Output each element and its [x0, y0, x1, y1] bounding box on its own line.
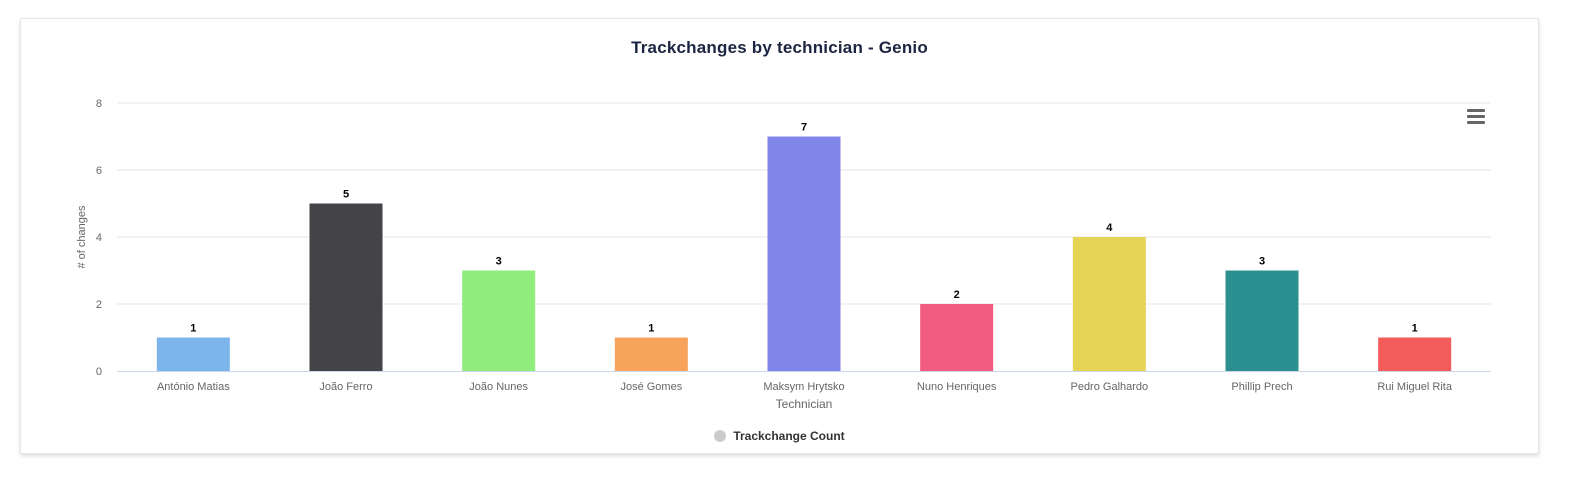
- data-label: 4: [1106, 222, 1113, 234]
- x-tick-label: Rui Miguel Rita: [1377, 381, 1452, 393]
- x-tick-label: Maksym Hrytsko: [763, 381, 844, 393]
- x-tick-label: Pedro Galhardo: [1070, 381, 1148, 393]
- data-label: 5: [343, 189, 349, 201]
- legend-marker: [714, 430, 727, 442]
- y-tick-label: 8: [96, 98, 102, 110]
- bar: [1225, 270, 1299, 371]
- legend-item[interactable]: Trackchange Count: [21, 429, 1538, 443]
- data-label: 3: [496, 256, 502, 268]
- data-label: 3: [1259, 256, 1265, 268]
- x-tick-label: José Gomes: [620, 381, 682, 393]
- hamburger-menu-icon[interactable]: [1464, 105, 1488, 127]
- data-label: 1: [1412, 323, 1418, 335]
- bar: [767, 136, 841, 371]
- y-axis-title: # of changes: [76, 205, 88, 268]
- legend-label: Trackchange Count: [733, 429, 845, 443]
- bar-chart: 0 2 4 6 8 1 António Matias 5 João Ferro 3 João Nun…: [76, 98, 1491, 411]
- x-tick-label: Phillip Prech: [1231, 381, 1292, 393]
- x-tick-label: António Matias: [157, 381, 230, 393]
- chart-title: Trackchanges by technician - Genio: [631, 38, 928, 57]
- data-label: 7: [801, 122, 807, 134]
- x-axis-title: Technician: [776, 397, 833, 411]
- y-tick-label: 2: [96, 299, 102, 311]
- bar: [309, 203, 383, 371]
- bar: [156, 337, 230, 371]
- bar: [920, 304, 994, 371]
- data-label: 1: [190, 323, 196, 335]
- y-tick-label: 4: [96, 232, 102, 244]
- y-tick-label: 6: [96, 165, 102, 177]
- x-tick-label: Nuno Henriques: [917, 381, 997, 393]
- data-label: 2: [954, 289, 960, 301]
- chart-card: 0 2 4 6 8 1 António Matias 5 João Ferro 3 João Nun…: [20, 18, 1539, 454]
- bar: [1378, 337, 1452, 371]
- data-label: 1: [648, 323, 654, 335]
- bar: [462, 270, 536, 371]
- x-tick-label: João Nunes: [469, 381, 528, 393]
- y-tick-label: 0: [96, 366, 102, 378]
- bar: [614, 337, 688, 371]
- bar: [1072, 237, 1146, 371]
- x-tick-label: João Ferro: [319, 381, 372, 393]
